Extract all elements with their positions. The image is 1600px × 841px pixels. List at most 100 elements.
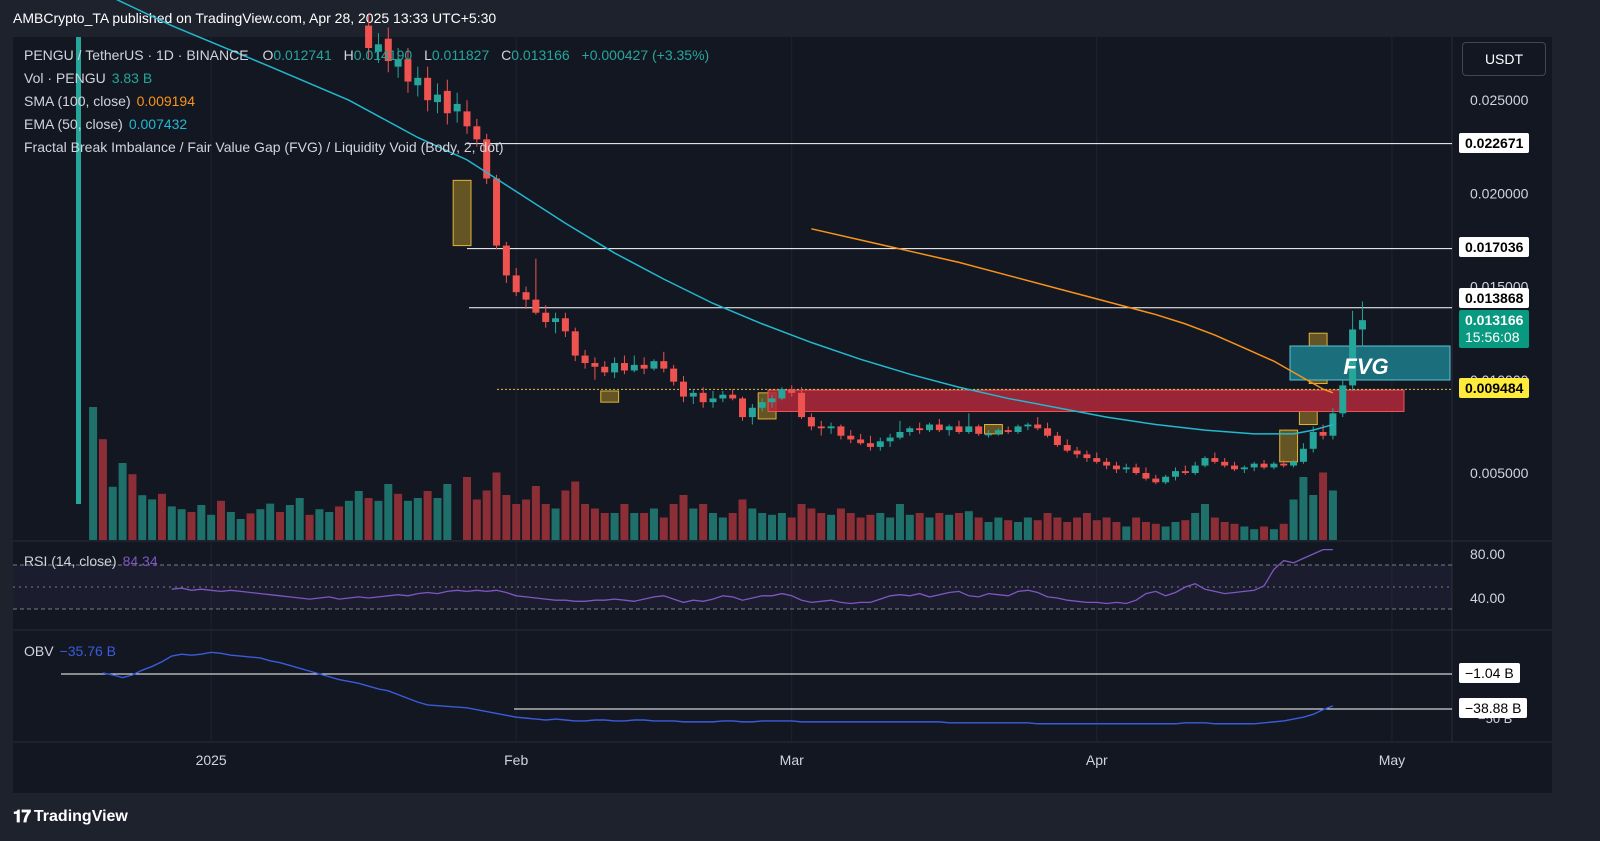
volume-bar — [945, 514, 954, 540]
candle-body — [1211, 458, 1219, 462]
sma-100-line — [811, 228, 1334, 394]
candle-body — [798, 392, 806, 418]
volume-bar — [955, 513, 963, 540]
legend-volume[interactable]: Vol · PENGU 3.83 B — [24, 70, 152, 86]
volume-bar — [984, 522, 993, 540]
legend-sma[interactable]: SMA (100, close) 0.009194 — [24, 93, 195, 109]
candle-body — [1349, 329, 1357, 386]
volume-bar — [236, 519, 245, 540]
volume-bar — [384, 484, 393, 540]
candle-body — [493, 178, 501, 246]
volume-bar — [394, 493, 403, 540]
moving-averages — [115, 0, 1334, 435]
volume-bar — [787, 517, 796, 540]
volume-bar — [925, 517, 934, 540]
candle-body — [1093, 458, 1101, 462]
y-tick-label: 0.020000 — [1470, 185, 1529, 201]
y-tick-label: 0.005000 — [1470, 465, 1529, 481]
tradingview-brand[interactable]: 𝟏𝟕 TradingView — [13, 807, 128, 827]
volume-bar — [1073, 517, 1082, 540]
volume-bar — [836, 508, 845, 540]
volume-bar — [531, 486, 540, 540]
x-tick-label: 2025 — [196, 752, 227, 768]
candle-body — [699, 392, 707, 403]
x-tick-label: May — [1379, 752, 1405, 768]
legend-open: 0.012741 — [273, 47, 332, 63]
legend-symbol[interactable]: PENGU / TetherUS · 1D · BINANCE — [24, 47, 249, 63]
candle-body — [581, 355, 589, 364]
candle-body — [542, 312, 550, 323]
volume-bars — [89, 407, 1337, 540]
candle-body — [453, 103, 461, 112]
candle-body — [640, 364, 648, 369]
candle-body — [876, 441, 884, 447]
candle-body — [1004, 430, 1012, 432]
horizontal-levels — [467, 143, 1452, 390]
tradingview-logo-icon: 𝟏𝟕 — [13, 807, 31, 826]
volume-bar — [138, 495, 147, 540]
candle-body — [739, 398, 747, 418]
candle-body — [955, 426, 963, 432]
candle-body — [1112, 465, 1120, 470]
volume-bar — [846, 513, 855, 540]
legend-fvg-label: Fractal Break Imbalance / Fair Value Gap… — [24, 139, 504, 155]
volume-bar — [1092, 520, 1101, 540]
legend-volume-label: Vol · PENGU — [24, 70, 106, 86]
fvg-box — [452, 179, 472, 247]
volume-bar — [1220, 522, 1229, 540]
candle-body — [748, 407, 756, 418]
volume-bar — [128, 474, 137, 540]
fvg-annotation-box — [1289, 345, 1451, 381]
obv-pane: −50 B — [61, 651, 1512, 726]
volume-bar — [1004, 520, 1013, 540]
volume-bar — [620, 504, 629, 540]
legend-ohlc: PENGU / TetherUS · 1D · BINANCE O0.01274… — [24, 47, 709, 63]
volume-bar — [118, 463, 127, 540]
volume-bar — [374, 500, 383, 540]
candle-body — [611, 363, 619, 373]
chart-frame[interactable] — [13, 37, 1552, 793]
volume-bar — [1151, 523, 1160, 540]
volume-bar — [807, 508, 816, 540]
candle-body — [1063, 445, 1071, 451]
legend-obv[interactable]: OBV −35.76 B — [24, 643, 116, 659]
rsi-band — [13, 565, 1452, 609]
volume-bar — [1014, 522, 1023, 540]
candle-body — [975, 426, 983, 434]
candle-body — [1201, 458, 1209, 466]
candle-body — [1152, 478, 1160, 483]
bar-countdown: 15:56:08 — [1465, 329, 1520, 345]
volume-bar — [797, 504, 806, 540]
volume-bar — [1260, 526, 1269, 540]
volume-bar — [561, 490, 570, 540]
volume-bar — [610, 513, 619, 540]
candle-body — [1142, 473, 1150, 479]
price-tag-level-4: 0.009484 — [1459, 378, 1530, 398]
candle-body — [1014, 426, 1022, 432]
legend-ema[interactable]: EMA (50, close) 0.007432 — [24, 116, 187, 132]
legend-ema-value: 0.007432 — [128, 116, 188, 132]
resistance-zone — [767, 389, 1405, 412]
volume-bar — [364, 498, 373, 540]
volume-bar — [748, 508, 757, 540]
fvg-box — [1279, 429, 1299, 463]
volume-bar — [659, 517, 668, 540]
candle-body — [689, 392, 697, 397]
candle-body — [925, 424, 933, 431]
legend-fvg[interactable]: Fractal Break Imbalance / Fair Value Gap… — [24, 139, 504, 155]
volume-bar — [157, 493, 166, 540]
candle-body — [679, 381, 687, 397]
volume-bar — [246, 513, 255, 540]
candle-body — [365, 25, 373, 49]
legend-rsi[interactable]: RSI (14, close) 84.34 — [24, 553, 158, 569]
volume-bar — [1132, 517, 1141, 540]
candle-body — [768, 398, 776, 403]
candle-body — [1171, 471, 1179, 477]
volume-bar — [276, 512, 285, 540]
legend-low: 0.011827 — [431, 47, 490, 63]
candle-body — [384, 38, 392, 62]
candle-body — [630, 364, 638, 371]
currency-button[interactable]: USDT — [1462, 42, 1546, 76]
candle-body — [857, 439, 865, 444]
